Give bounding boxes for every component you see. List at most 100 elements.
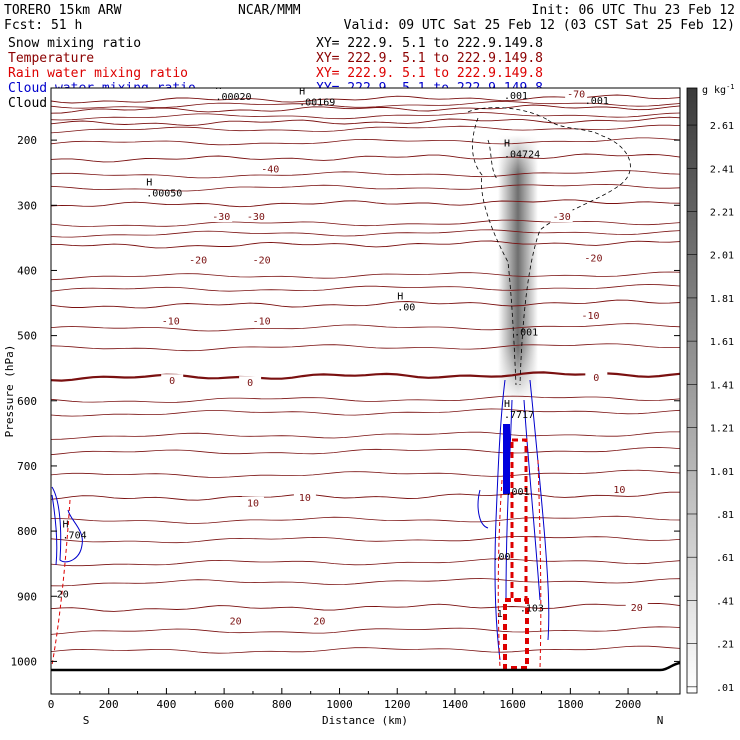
legend-label: Rain water mixing ratio: [8, 66, 188, 81]
extremum-value: .00020: [215, 92, 251, 103]
legend-xy: XY= 222.9. 5.1 to 222.9.149.8: [316, 66, 543, 81]
extremum-value: .103: [520, 604, 544, 615]
temperature-label-bg: [608, 483, 631, 496]
temperature-contours: [51, 94, 680, 654]
temperature-contour: [51, 371, 680, 382]
x-tick-label: 0: [48, 698, 55, 711]
extremum-mark: H: [504, 399, 510, 410]
temperature-label-bg: [250, 314, 273, 327]
x-tick-label: 600: [214, 698, 234, 711]
temperature-contour: [51, 535, 680, 544]
extremum-value: .704: [63, 531, 87, 542]
temperature-label-bg: [585, 370, 608, 383]
y-tick-label: 600: [17, 395, 37, 408]
temperature-contour: [51, 645, 680, 654]
temperature-contour: [51, 153, 680, 163]
y-tick-label: 1000: [11, 655, 38, 668]
temperature-contour: [51, 558, 680, 567]
y-tick-label: 800: [17, 525, 37, 538]
temperature-contour: [51, 431, 680, 440]
temperature-label: -20: [189, 256, 207, 267]
temperature-contour: [51, 271, 680, 281]
x-tick-label: 2000: [615, 698, 642, 711]
extremum-value: 20: [57, 589, 69, 600]
temperature-label: -10: [162, 316, 180, 327]
colorbar-label: .41: [716, 596, 734, 607]
temperature-label: -30: [247, 212, 265, 223]
rain-contours: [51, 438, 542, 670]
temperature-label-bg: [239, 376, 262, 389]
terrain-line: [51, 661, 680, 672]
temperature-label-bg: [550, 210, 573, 223]
temperature-contour: [51, 219, 680, 227]
north-label: N: [657, 714, 664, 727]
temperature-contour: [51, 469, 680, 478]
colorbar-label: 1.61: [710, 337, 734, 348]
legend-label: Snow mixing ratio: [8, 36, 141, 51]
colorbar-label: 1.81: [710, 294, 734, 305]
temperature-contour: [51, 284, 680, 292]
plot-frame: [50, 87, 681, 695]
temperature-contour: [51, 602, 680, 612]
snow-shading: [498, 135, 538, 400]
temperature-contour: [51, 199, 680, 208]
temperature-label: 10: [247, 499, 259, 510]
center-title: NCAR/MMM: [238, 3, 301, 18]
temperature-label-bg: [159, 314, 182, 327]
x-tick-label: 200: [99, 698, 119, 711]
extremum-mark: H: [504, 138, 510, 149]
extremum-value: 1: [497, 609, 503, 620]
extremum-value: .00: [492, 552, 510, 563]
temperature-label: 0: [169, 376, 175, 387]
extremum-value: .001: [514, 327, 538, 338]
temperature-labels: -70 -40 -30 -30 -30 -20 -20 -20 -10 -10 -10 0 0 0 10 10…: [159, 88, 648, 628]
temperature-contour: [51, 112, 680, 121]
extremum-mark: H: [215, 81, 221, 92]
extremum-value: .00: [397, 303, 415, 314]
temperature-contour: [51, 408, 680, 417]
temperature-label-bg: [210, 210, 233, 223]
y-axis-label: Pressure (hPa): [3, 345, 16, 438]
temperature-contour: [51, 240, 680, 249]
temperature-label-bg: [187, 253, 210, 266]
extremum-value: .001: [585, 96, 609, 107]
valid-time: Valid: 09 UTC Sat 25 Feb 12 (03 CST Sat …: [344, 18, 735, 33]
colorbar-label: .81: [716, 510, 734, 521]
temperature-contour: [51, 323, 680, 332]
x-axis-label: Distance (km): [322, 714, 408, 727]
y-tick-label: 200: [17, 134, 37, 147]
temperature-label-bg: [625, 600, 648, 613]
x-tick-label: 800: [272, 698, 292, 711]
y-tick-label: 500: [17, 330, 37, 343]
temperature-contour: [51, 100, 680, 109]
temperature-contour: [51, 116, 680, 126]
x-tick-label: 400: [156, 698, 176, 711]
temperature-label: -30: [212, 212, 230, 223]
south-label: S: [83, 714, 90, 727]
colorbar-label: 2.01: [710, 251, 734, 262]
extremum-value: .001: [504, 91, 528, 102]
temperature-label-bg: [259, 162, 282, 175]
x-tick-label: 1200: [384, 698, 411, 711]
x-tick-label: 1000: [326, 698, 353, 711]
colorbar-label: 2.21: [710, 207, 734, 218]
cloud-water-contours: [51, 379, 550, 661]
extremum-value: .7717: [504, 410, 534, 421]
temperature-contour: [51, 626, 680, 635]
temperature-label-bg: [250, 253, 273, 266]
legend-xy: XY= 222.9. 5.1 to 222.9.149.8: [316, 51, 543, 66]
cloud-ice-contours: [467, 107, 631, 386]
colorbar-scale: [686, 87, 698, 694]
temperature-label-bg: [308, 614, 331, 627]
temperature-label-bg: [293, 490, 316, 503]
y-tick-label: 900: [17, 590, 37, 603]
temperature-label: -10: [582, 311, 600, 322]
temperature-label: 20: [631, 603, 643, 614]
y-tick-label: 300: [17, 199, 37, 212]
colorbar-label: .61: [716, 553, 734, 564]
x-axis: 0 200 400 600 800 1000 1200 1400 1600 1800 2000: [48, 688, 658, 711]
y-tick-label: 700: [17, 460, 37, 473]
model-title: TORERO 15km ARW: [4, 3, 122, 18]
legend-xy: XY= 222.9. 5.1 to 222.9.149.8: [316, 36, 543, 51]
